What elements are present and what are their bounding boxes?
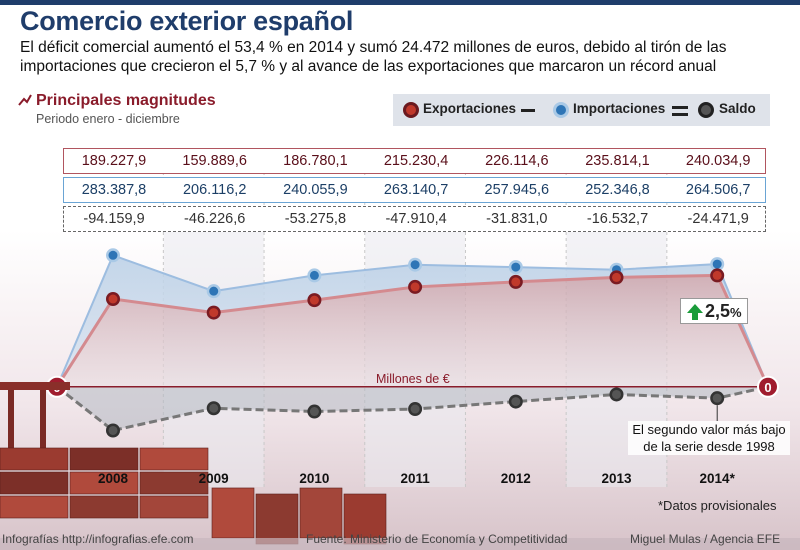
balance-cell: -46.226,6 [184, 211, 246, 227]
crane-leg [8, 390, 14, 450]
exports-point [410, 282, 420, 292]
zero-label-right: 0 [764, 380, 771, 395]
minus-icon [521, 109, 535, 112]
imports-point [712, 259, 722, 269]
year-label: 2014* [699, 471, 735, 486]
container-box [299, 487, 343, 539]
imports-point [108, 250, 118, 260]
container-box [255, 493, 299, 545]
balance-cell: -53.275,8 [284, 211, 347, 227]
balance-cell: -47.910,4 [385, 211, 447, 227]
section-subtitle: Periodo enero - diciembre [36, 112, 180, 126]
page-subtitle: El déficit comercial aumentó el 53,4 % e… [20, 39, 727, 75]
imports-cell: 263.140,7 [383, 182, 449, 198]
imports-point [410, 260, 420, 270]
container-box [211, 487, 255, 539]
crane-beam [0, 382, 70, 390]
imports-cell: 240.055,9 [283, 182, 348, 198]
crane-leg [40, 390, 46, 450]
footer-credit: Miguel Mulas / Agencia EFE [630, 532, 781, 546]
container-box [0, 471, 69, 495]
balance-legend-icon [698, 102, 714, 118]
exports-cell: 186.780,1 [283, 153, 348, 169]
year-label: 2011 [400, 471, 430, 486]
exports-point [511, 277, 521, 287]
change-badge: 2,5% [680, 298, 748, 324]
year-label: 2012 [500, 471, 531, 486]
container-box [69, 495, 139, 519]
container-box [139, 471, 209, 495]
imports-legend-icon [553, 102, 569, 118]
balance-point [511, 397, 521, 407]
top-rule [0, 0, 800, 5]
provisional-note: *Datos provisionales [658, 498, 777, 513]
container-box [0, 495, 69, 519]
balance-cell: -94.159,9 [83, 211, 145, 227]
container-box [139, 495, 209, 519]
imports-row: 283.387,8 206.116,2 240.055,9 263.140,7 257.… [63, 177, 766, 203]
imports-point [511, 262, 521, 272]
exports-cell: 215.230,4 [383, 153, 449, 169]
imports-cell: 257.945,6 [484, 182, 550, 198]
imports-point [209, 286, 219, 296]
container-box [343, 493, 387, 545]
legend-balance: Saldo [719, 101, 756, 116]
ground-band [0, 538, 800, 550]
balance-point [612, 389, 621, 399]
balance-cell: -31.831,0 [486, 211, 548, 227]
section-arrow-icon [18, 94, 32, 106]
equals-icon-top [672, 106, 688, 109]
exports-row: 189.227,9 159.889,6 186.780,1 215.230,4 226.… [63, 148, 766, 174]
legend-imports: Importaciones [573, 101, 666, 116]
section-title: Principales magnitudes [36, 92, 216, 109]
zero-marker [757, 375, 779, 398]
container-box [0, 447, 69, 471]
balance-point [108, 425, 118, 435]
exports-area [57, 275, 768, 387]
year-label: 2009 [198, 471, 229, 486]
exports-legend-icon [403, 102, 419, 118]
container-box [139, 447, 209, 471]
equals-icon-bottom [672, 113, 688, 116]
balance-point [410, 404, 420, 414]
container-box [69, 471, 139, 495]
change-value: 2,5% [705, 301, 742, 321]
exports-cell: 189.227,9 [81, 153, 147, 169]
balance-point [712, 393, 722, 403]
year-label: 2013 [601, 471, 632, 486]
callout-note: El segundo valor más bajo de la serie de… [628, 421, 790, 455]
year-label: 2008 [97, 471, 129, 486]
imports-cell: 252.346,8 [585, 182, 650, 198]
up-arrow-icon [687, 304, 703, 320]
units-label: Millones de € [376, 372, 450, 386]
imports-cell: 264.506,7 [685, 182, 751, 198]
imports-cell: 206.116,2 [182, 182, 247, 198]
imports-point [309, 270, 319, 280]
footer-left: Infografías http://infografias.efe.com [2, 532, 194, 546]
exports-point [108, 294, 118, 304]
exports-cell: 240.034,9 [685, 153, 751, 169]
balance-cell: -24.471,9 [687, 211, 749, 227]
exports-cell: 226.114,6 [485, 153, 549, 169]
exports-point [209, 308, 219, 318]
exports-point [309, 295, 319, 305]
exports-cell: 235.814,1 [585, 153, 650, 169]
imports-cell: 283.387,8 [81, 182, 147, 198]
legend-exports: Exportaciones [423, 101, 517, 116]
balance-cell: -16.532,7 [586, 211, 649, 227]
page-title: Comercio exterior español [20, 6, 354, 36]
balance-point [209, 403, 219, 413]
legend: Exportaciones Importaciones Saldo [393, 94, 770, 126]
footer-source: Fuente: Ministerio de Economía y Competi… [306, 532, 568, 546]
exports-cell: 159.889,6 [182, 153, 247, 169]
balance-row: -94.159,9 -46.226,6 -53.275,8 -47.910,4 -31.… [63, 206, 766, 232]
year-label: 2010 [299, 471, 330, 486]
container-box [69, 447, 139, 471]
balance-point [309, 407, 319, 417]
exports-point [612, 272, 621, 282]
exports-point [712, 270, 722, 280]
